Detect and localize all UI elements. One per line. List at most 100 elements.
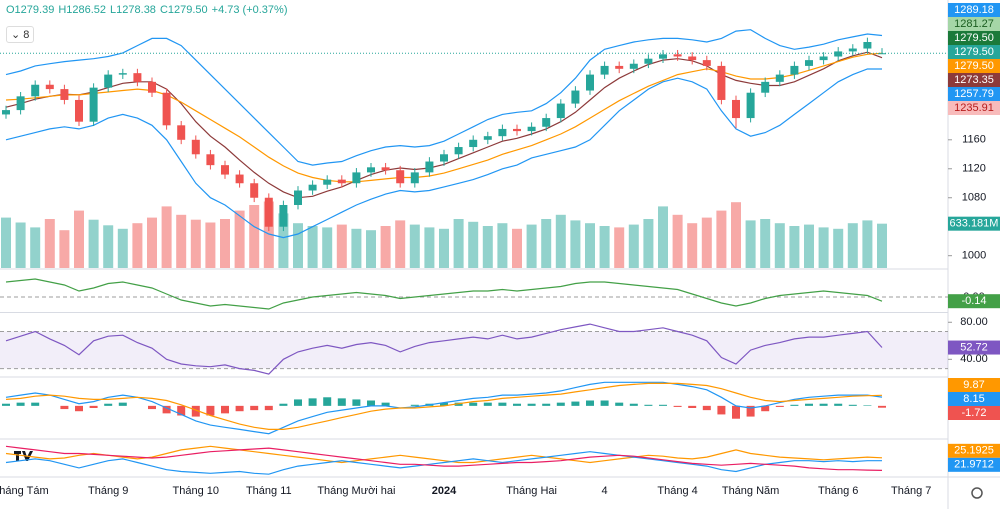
histogram-bar — [556, 402, 565, 406]
candle-body — [323, 179, 332, 185]
candle-body — [805, 60, 813, 66]
histogram-bar — [673, 405, 682, 407]
candle-body — [702, 60, 711, 66]
volume-bar — [1, 217, 11, 268]
price-tag-label: 21.9712 — [954, 459, 994, 471]
candle-body — [527, 126, 536, 132]
candle-body — [89, 87, 98, 122]
volume-bar — [132, 223, 143, 268]
x-tick-label: Tháng 10 — [173, 485, 219, 497]
histogram-bar — [761, 405, 770, 412]
price-tag — [948, 406, 1000, 420]
interval-selector[interactable]: ⌄ 8 — [6, 26, 35, 43]
candle-body — [615, 65, 624, 69]
volume-bar — [293, 223, 303, 268]
volume-bar — [30, 227, 41, 268]
price-tag — [948, 340, 1000, 355]
volume-bar — [74, 210, 84, 268]
price-tag — [948, 31, 1000, 45]
price-tag-label: 1281.27 — [954, 18, 994, 30]
candle-body — [16, 96, 25, 111]
histogram-bar — [410, 404, 419, 406]
volume-bar — [176, 214, 187, 268]
candle-body — [206, 154, 215, 166]
y-tick-label: 1080 — [962, 192, 986, 204]
ohlc-value: C1279.50 — [159, 4, 208, 16]
indicator-line — [5, 68, 882, 239]
volume-bar — [847, 223, 858, 268]
settings-icon[interactable] — [971, 487, 983, 499]
volume-bar — [205, 222, 216, 268]
histogram-bar — [308, 398, 317, 406]
volume-bar — [453, 219, 464, 268]
volume-bar — [190, 219, 201, 268]
volume-bar — [59, 230, 70, 268]
volume-bar — [263, 201, 274, 268]
candle-body — [75, 99, 83, 122]
histogram-bar — [118, 402, 127, 406]
histogram-bar — [148, 405, 156, 410]
volume-bar — [862, 220, 873, 268]
candle-body — [834, 51, 843, 57]
candle-body — [221, 165, 229, 175]
volume-bar — [44, 219, 55, 268]
candle-body — [410, 172, 419, 184]
candle-body — [644, 58, 653, 64]
histogram-bar — [600, 400, 609, 406]
candle-body — [118, 73, 127, 75]
volume-bar — [103, 225, 114, 268]
candle-body — [629, 63, 638, 69]
histogram-bar — [702, 405, 711, 411]
candle-body — [513, 128, 521, 132]
volume-bar — [628, 224, 639, 268]
price-tag-label: 8.15 — [963, 393, 984, 405]
x-tick-label: 2024 — [432, 485, 457, 497]
price-tag — [948, 59, 1000, 73]
ohlc-header: O1279.39 H1286.52 L1278.38 C1279.50 +4.73 (+… — [6, 4, 292, 16]
histogram-bar — [644, 404, 653, 406]
histogram-bar — [367, 400, 375, 406]
indicator-line — [5, 323, 883, 375]
volume-bar — [88, 219, 99, 268]
indicator-line — [5, 382, 883, 430]
candle-body — [440, 154, 448, 162]
price-tag — [948, 294, 1000, 309]
candle-body — [498, 128, 507, 137]
price-tag-label: 1257.79 — [954, 88, 994, 100]
x-tick-label: Tháng 6 — [818, 485, 858, 497]
candle-body — [235, 174, 244, 184]
candle-body — [732, 99, 740, 119]
candle-body — [600, 65, 609, 75]
histogram-bar — [469, 402, 478, 406]
volume-bar — [526, 224, 537, 268]
volume-tag-label: 633.181M — [950, 218, 999, 230]
histogram-bar — [352, 399, 361, 406]
volume-bar — [687, 223, 698, 268]
histogram-bar — [571, 401, 580, 406]
y-tick-label: 40.00 — [960, 353, 988, 365]
volume-bar — [789, 226, 800, 268]
histogram-bar — [848, 404, 857, 406]
candle-body — [659, 54, 667, 59]
price-tag-label: 1279.50 — [954, 46, 994, 58]
volume-bar — [512, 228, 522, 268]
volume-bar — [833, 228, 844, 268]
histogram-bar — [323, 397, 332, 406]
candle-body — [148, 81, 156, 93]
volume-bar — [774, 223, 785, 268]
price-tag — [948, 392, 1000, 406]
volume-bar — [585, 223, 595, 268]
candle-body — [556, 103, 565, 119]
x-tick-label: 4 — [602, 485, 608, 497]
x-tick-label: Tháng Năm — [722, 485, 779, 497]
histogram-bar — [863, 405, 872, 406]
candle-body — [279, 204, 288, 227]
histogram-bar — [659, 404, 667, 406]
price-tag-label: -0.14 — [961, 295, 986, 307]
candle-body — [819, 56, 828, 61]
candle-body — [250, 183, 259, 198]
candle-body — [586, 74, 594, 91]
candle-body — [133, 73, 142, 82]
price-tag-label: 1273.35 — [954, 74, 994, 86]
